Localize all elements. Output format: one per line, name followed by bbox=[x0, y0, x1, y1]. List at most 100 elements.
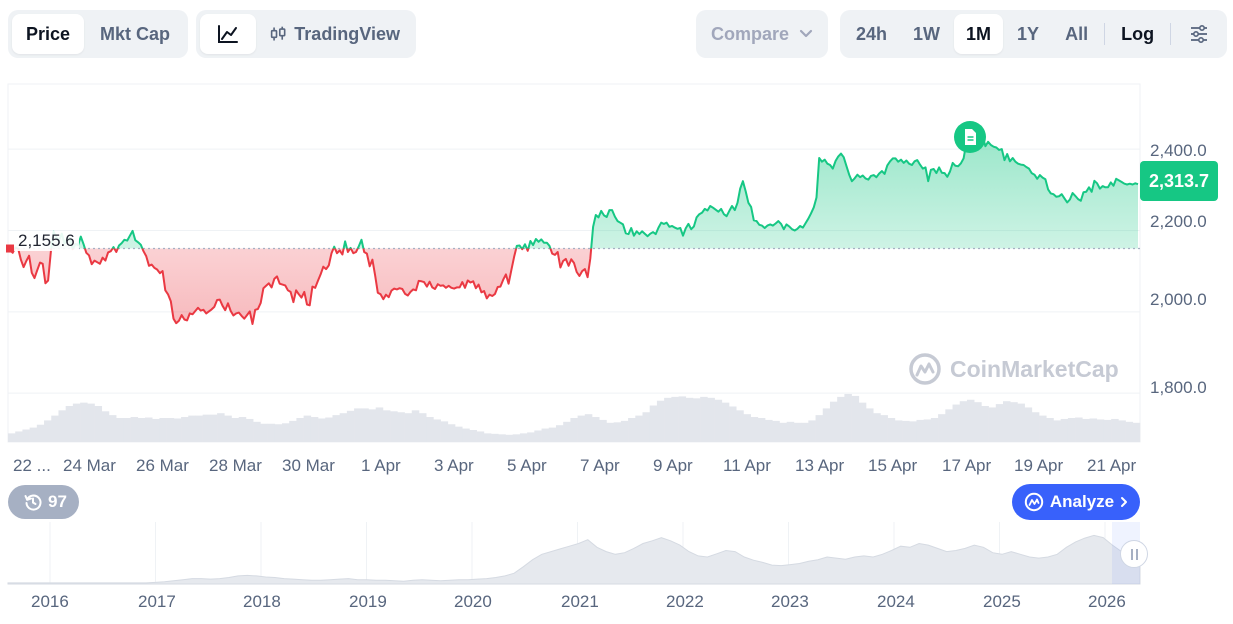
volume-bar bbox=[959, 401, 968, 442]
volume-bar bbox=[534, 430, 542, 442]
volume-bar bbox=[368, 409, 377, 442]
volume-bar bbox=[231, 418, 240, 442]
volume-bar bbox=[22, 429, 30, 442]
x-tick-label: 11 Apr bbox=[723, 456, 771, 475]
chart-settings-button[interactable] bbox=[1175, 14, 1223, 54]
line-chart-button[interactable] bbox=[200, 14, 256, 54]
x-tick-label: 9 Apr bbox=[653, 456, 693, 475]
volume-bar bbox=[137, 418, 146, 442]
volume-bar bbox=[108, 415, 117, 442]
tab-mkt-cap[interactable]: Mkt Cap bbox=[99, 23, 170, 44]
navigator-year-label: 2016 bbox=[31, 592, 69, 611]
volume-bar bbox=[253, 421, 261, 442]
candlestick-icon bbox=[270, 26, 286, 41]
volume-bar bbox=[1075, 417, 1083, 442]
log-scale-button[interactable]: Log bbox=[1121, 23, 1155, 44]
volume-bar bbox=[916, 419, 924, 442]
volume-bar bbox=[1053, 420, 1061, 442]
volume-bar bbox=[837, 396, 845, 442]
volume-bar bbox=[1132, 422, 1141, 442]
reference-marker bbox=[6, 244, 14, 253]
volume-bar bbox=[620, 420, 629, 442]
volume-bar bbox=[844, 394, 852, 442]
volume-bar bbox=[173, 418, 182, 442]
volume-bar bbox=[80, 402, 88, 442]
analyze-label: Analyze bbox=[1049, 492, 1115, 511]
volume-bar bbox=[772, 420, 780, 442]
volume-bar bbox=[447, 424, 456, 442]
tab-price[interactable]: Price bbox=[12, 14, 84, 54]
volume-bar bbox=[44, 420, 52, 442]
history-badge[interactable]: 97 bbox=[8, 485, 79, 519]
volume-bar bbox=[995, 404, 1004, 442]
volume-bar bbox=[440, 421, 449, 442]
volume-bar bbox=[426, 417, 434, 442]
analyze-button[interactable]: Analyze bbox=[1012, 484, 1140, 520]
volume-bar bbox=[801, 422, 809, 442]
x-tick-label: 28 Mar bbox=[209, 456, 262, 475]
volume-bar bbox=[685, 397, 694, 442]
history-icon bbox=[24, 494, 42, 511]
document-icon bbox=[965, 129, 976, 145]
volume-bar bbox=[656, 400, 665, 442]
volume-bar bbox=[743, 414, 751, 442]
volume-bar bbox=[217, 413, 225, 442]
volume-bar bbox=[757, 418, 766, 442]
compare-dropdown[interactable]: Compare bbox=[696, 10, 828, 58]
price-chart[interactable] bbox=[0, 80, 1233, 450]
volume-bar bbox=[599, 419, 607, 442]
coinmarketcap-watermark: CoinMarketCap bbox=[908, 352, 1119, 386]
volume-bar bbox=[65, 406, 74, 442]
volume-bar bbox=[945, 409, 953, 442]
volume-bar bbox=[592, 417, 600, 442]
news-marker[interactable] bbox=[954, 121, 986, 153]
volume-bar bbox=[707, 397, 715, 442]
volume-bar bbox=[476, 431, 485, 442]
volume-bar bbox=[1118, 420, 1126, 442]
volume-bar bbox=[505, 434, 514, 442]
volume-bar bbox=[498, 434, 506, 442]
navigator-year-label: 2020 bbox=[454, 592, 492, 611]
x-tick-label: 7 Apr bbox=[580, 456, 620, 475]
chevron-right-icon bbox=[1121, 497, 1128, 507]
range-all[interactable]: All bbox=[1065, 23, 1089, 44]
range-24h[interactable]: 24h bbox=[856, 23, 888, 44]
volume-bar bbox=[462, 428, 470, 442]
volume-bar bbox=[72, 403, 81, 442]
navigator-handle[interactable] bbox=[1120, 540, 1148, 568]
x-tick-label: 1 Apr bbox=[361, 456, 401, 475]
range-1w[interactable]: 1W bbox=[913, 23, 941, 44]
volume-bar bbox=[584, 414, 593, 442]
navigator-year-label: 2017 bbox=[138, 592, 176, 611]
range-1y[interactable]: 1Y bbox=[1017, 23, 1040, 44]
range-1m[interactable]: 1M bbox=[954, 14, 1004, 54]
navigator-year-label: 2019 bbox=[349, 592, 387, 611]
watermark-text: CoinMarketCap bbox=[950, 355, 1119, 382]
volume-bar bbox=[1111, 418, 1119, 442]
sliders-icon bbox=[1191, 25, 1208, 43]
volume-bar bbox=[786, 421, 795, 442]
navigator-year-label: 2024 bbox=[877, 592, 915, 611]
volume-bar bbox=[692, 398, 701, 442]
volume-bar bbox=[159, 418, 167, 442]
volume-bar bbox=[527, 432, 535, 442]
range-navigator[interactable] bbox=[0, 518, 1233, 588]
volume-bar bbox=[815, 415, 824, 442]
x-tick-label: 15 Apr bbox=[868, 456, 918, 475]
navigator-year-label: 2023 bbox=[771, 592, 809, 611]
volume-bar bbox=[1003, 401, 1011, 442]
volume-bar bbox=[339, 413, 348, 442]
volume-bar bbox=[281, 423, 290, 442]
volume-bar bbox=[224, 415, 232, 442]
area-above-reference bbox=[10, 127, 1138, 249]
volume-bar bbox=[966, 399, 975, 442]
volume-bar bbox=[202, 414, 211, 442]
toolbar-divider bbox=[1170, 23, 1172, 45]
volume-bar bbox=[51, 415, 59, 442]
volume-bar bbox=[541, 428, 550, 442]
tradingview-button[interactable]: TradingView bbox=[258, 14, 412, 54]
volume-bar bbox=[361, 408, 369, 442]
volume-bar bbox=[793, 422, 802, 442]
volume-bar bbox=[1017, 403, 1025, 442]
price-line-down bbox=[9, 248, 593, 325]
